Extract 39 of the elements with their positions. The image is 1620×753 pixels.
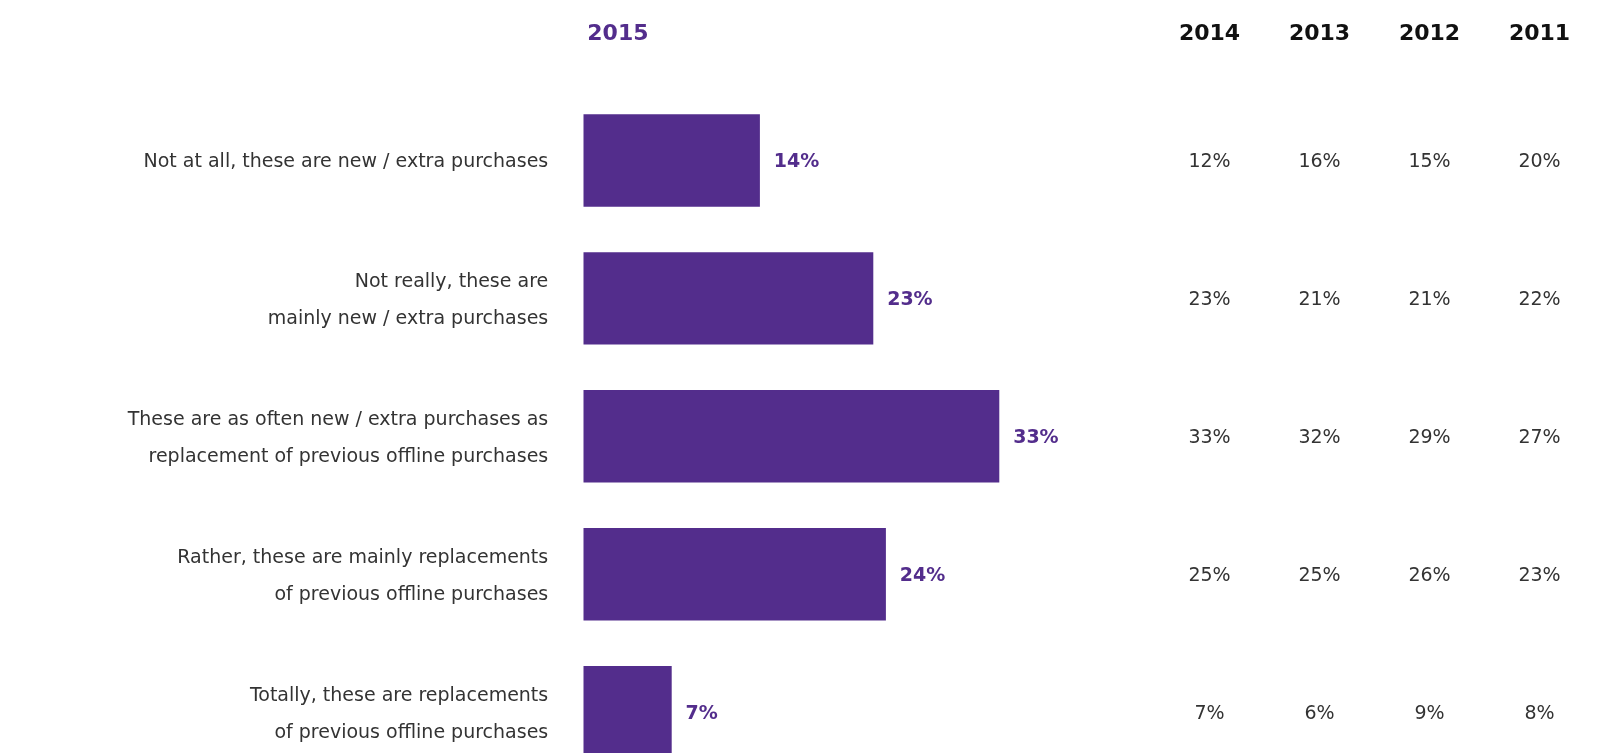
data-label: 33% bbox=[1188, 425, 1231, 448]
data-label: 26% bbox=[1408, 563, 1451, 586]
text: 2015 bbox=[587, 20, 649, 46]
data-label: 23% bbox=[1518, 563, 1561, 586]
y-tick-label: Totally, these are replacements of previous offline purchases bbox=[248, 682, 549, 742]
bar bbox=[583, 528, 886, 621]
data-label: 9% bbox=[1414, 701, 1445, 724]
data-label: 33% bbox=[1013, 425, 1059, 448]
data-label: 7% bbox=[1194, 701, 1225, 724]
data-label: 21% bbox=[1408, 287, 1451, 310]
bar bbox=[583, 252, 874, 345]
data-label: 15% bbox=[1408, 149, 1451, 172]
data-label: 25% bbox=[1188, 563, 1231, 586]
x-tick-label: 2012 bbox=[1398, 20, 1461, 46]
data-label: 16% bbox=[1298, 149, 1341, 172]
data-label: 8% bbox=[1524, 701, 1555, 724]
y-tick-label: These are as often new / extra purchases as replacement of previous offline purchases bbox=[126, 406, 549, 466]
data-label: 32% bbox=[1298, 425, 1341, 448]
y-tick-label: Not really, these are mainly new / extra purchases bbox=[267, 268, 549, 329]
data-label: 20% bbox=[1518, 149, 1561, 172]
data-label: 21% bbox=[1298, 287, 1341, 310]
data-label: 6% bbox=[1304, 701, 1335, 724]
x-tick-label: 2013 bbox=[1288, 20, 1351, 46]
y-tick-label: Rather, these are mainly replacements of previous offline purchases bbox=[177, 544, 549, 604]
y-tick-label: Not at all, these are new / extra purchases bbox=[143, 149, 549, 172]
data-label: 14% bbox=[773, 149, 820, 172]
bar bbox=[583, 114, 760, 207]
data-label: 12% bbox=[1188, 149, 1231, 172]
data-label: 27% bbox=[1518, 425, 1561, 448]
data-label: 23% bbox=[887, 287, 933, 310]
data-label: 22% bbox=[1518, 287, 1561, 310]
data-label: 29% bbox=[1408, 425, 1451, 448]
data-label: 24% bbox=[899, 563, 946, 586]
bar bbox=[583, 390, 1000, 483]
data-label: 25% bbox=[1298, 563, 1341, 586]
x-tick-label: 2014 bbox=[1178, 20, 1241, 46]
data-label: 23% bbox=[1188, 287, 1231, 310]
data-label: 7% bbox=[685, 701, 718, 724]
x-tick-label: 2011 bbox=[1508, 20, 1571, 46]
